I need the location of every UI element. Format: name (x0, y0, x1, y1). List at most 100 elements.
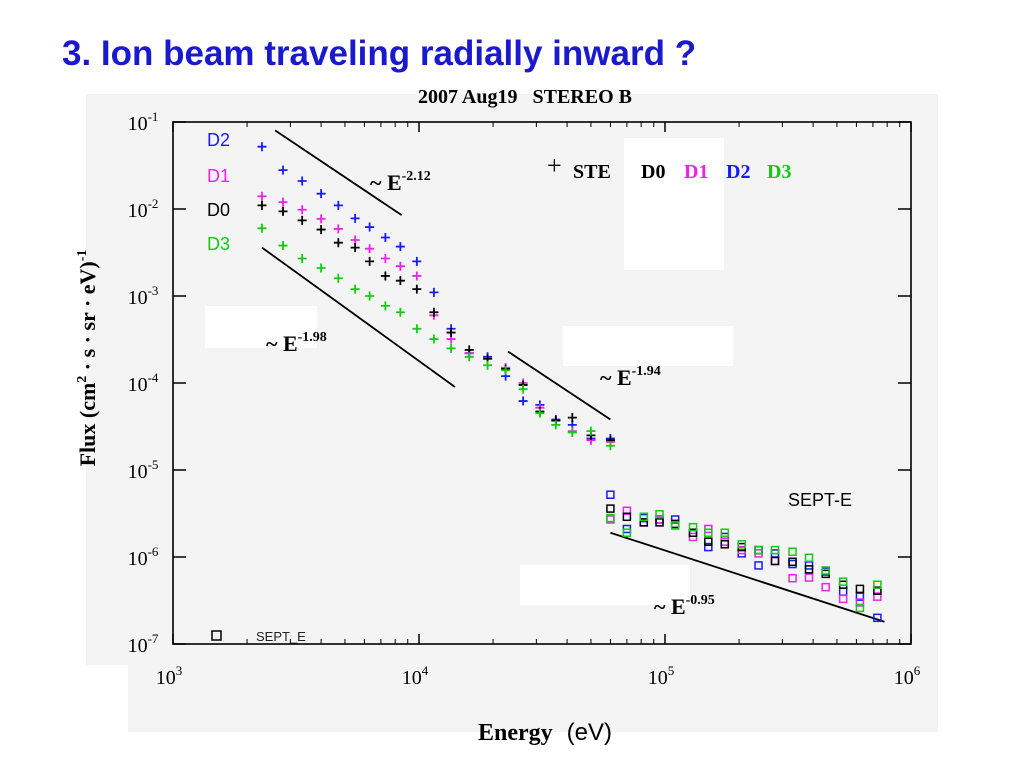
chart-title: 2007 Aug19 STEREO B (418, 86, 632, 108)
data-point-square (788, 573, 797, 583)
data-point-square (770, 556, 780, 566)
data-point-plus (380, 253, 390, 263)
data-point-plus (297, 176, 307, 186)
data-point-plus (297, 215, 307, 225)
legend-ste-marker: + (547, 151, 562, 180)
y-tick-exp: -5 (148, 457, 159, 472)
fit-label-base: ~ E (370, 170, 402, 195)
fit-lines: ~ E-2.12~ E-1.98~ E-1.94~ E-0.95 (261, 129, 885, 623)
data-point-square (688, 528, 698, 537)
data-point-plus (350, 284, 360, 294)
legend-ste-d2: D2 (726, 161, 750, 183)
data-point-plus (518, 396, 528, 406)
data-point-plus (278, 241, 288, 251)
data-point-plus (395, 242, 405, 252)
legend-ste-d0: D0 (641, 161, 665, 183)
data-point-square (720, 540, 730, 549)
legend-item-d1: D1 (207, 166, 230, 186)
chart-panel (86, 94, 938, 732)
data-point-plus (365, 244, 375, 254)
data-point-plus (333, 238, 343, 248)
x-tick-base: 10 (402, 667, 422, 689)
y-tick-exp: -3 (148, 283, 159, 298)
legend-item-d2: D2 (207, 130, 230, 150)
data-point-square (838, 594, 848, 604)
data-point-square (639, 518, 649, 527)
data-point-plus (257, 200, 267, 210)
fit-line (610, 531, 885, 623)
data-point-plus (429, 334, 439, 344)
data-point-plus (316, 189, 326, 199)
legend-sept-label: SEPT_E (256, 629, 306, 644)
data-point-plus (412, 256, 422, 266)
data-point-square (838, 577, 848, 586)
legend-ste-d3: D3 (767, 161, 791, 183)
legend-ste-d1: D1 (684, 161, 708, 183)
data-point-plus (446, 328, 456, 338)
data-point-plus (297, 253, 307, 263)
y-tick-label: 10-1 (128, 109, 159, 135)
data-point-plus (567, 427, 577, 437)
region-label-sept-e: SEPT-E (788, 490, 852, 510)
data-point-plus (380, 271, 390, 281)
y-tick-base: 10 (128, 287, 148, 309)
y-tick-label: 10-5 (128, 457, 159, 483)
data-point-plus (586, 426, 596, 436)
x-tick-exp: 4 (422, 663, 429, 678)
fit-label: ~ E-1.98 (266, 330, 327, 356)
data-point-plus (257, 191, 267, 201)
data-point-square (670, 521, 680, 530)
data-point-plus (333, 200, 343, 210)
data-point-plus (257, 142, 267, 152)
fit-label-exponent: -1.94 (632, 364, 661, 379)
x-axis: 103 104 105 106 (156, 122, 921, 689)
data-point-square (606, 504, 615, 513)
y-tick-exp: -2 (148, 196, 159, 211)
data-point-square (670, 515, 680, 524)
y-axis-label: Flux (cm2 · s · sr · eV)-1 (75, 250, 100, 467)
data-point-square (622, 506, 632, 516)
data-point-square (704, 528, 713, 537)
data-point-square (855, 598, 865, 607)
y-tick-label: 10-7 (128, 631, 159, 657)
fit-label-exponent: -0.95 (686, 593, 715, 608)
x-tick-base: 10 (648, 667, 668, 689)
legend-sept: SEPT_E (211, 629, 306, 644)
data-point-plus (535, 408, 545, 418)
data-point-square (655, 518, 664, 527)
data-point-square (804, 553, 814, 563)
data-point-plus (518, 384, 528, 394)
y-axis-label-part: · s · sr · eV) (75, 261, 100, 375)
x-axis-label: Energy (eV) (478, 719, 612, 746)
y-axis-label-sup: 2 (75, 376, 90, 383)
y-tick-exp: -7 (148, 631, 159, 646)
data-point-plus (395, 307, 405, 317)
fit-line (274, 129, 403, 216)
data-point-plus (365, 222, 375, 232)
data-point-plus (257, 223, 267, 233)
data-point-plus (316, 225, 326, 235)
fit-label-exponent: -2.12 (402, 169, 431, 184)
data-point-square (821, 582, 830, 592)
legend-ste: + STE D0 D1 D2 D3 (547, 151, 791, 183)
data-point-square (737, 540, 746, 549)
fit-line (261, 246, 456, 388)
data-point-plus (350, 213, 360, 223)
mask-patch (624, 138, 724, 270)
y-tick-base: 10 (128, 113, 148, 135)
data-point-plus (333, 224, 343, 234)
data-point-plus (429, 287, 439, 297)
x-axis-unit: (eV) (567, 719, 612, 746)
data-point-plus (278, 197, 288, 207)
data-point-plus (333, 273, 343, 283)
data-point-square (704, 537, 713, 546)
legend-sept-marker (211, 630, 222, 641)
data-point-plus (551, 420, 561, 430)
data-point-square (873, 592, 882, 601)
x-tick-exp: 3 (176, 663, 183, 678)
x-tick-base: 10 (156, 667, 176, 689)
data-point-square (804, 573, 814, 582)
data-point-plus (464, 352, 474, 362)
data-point-square (622, 512, 632, 522)
